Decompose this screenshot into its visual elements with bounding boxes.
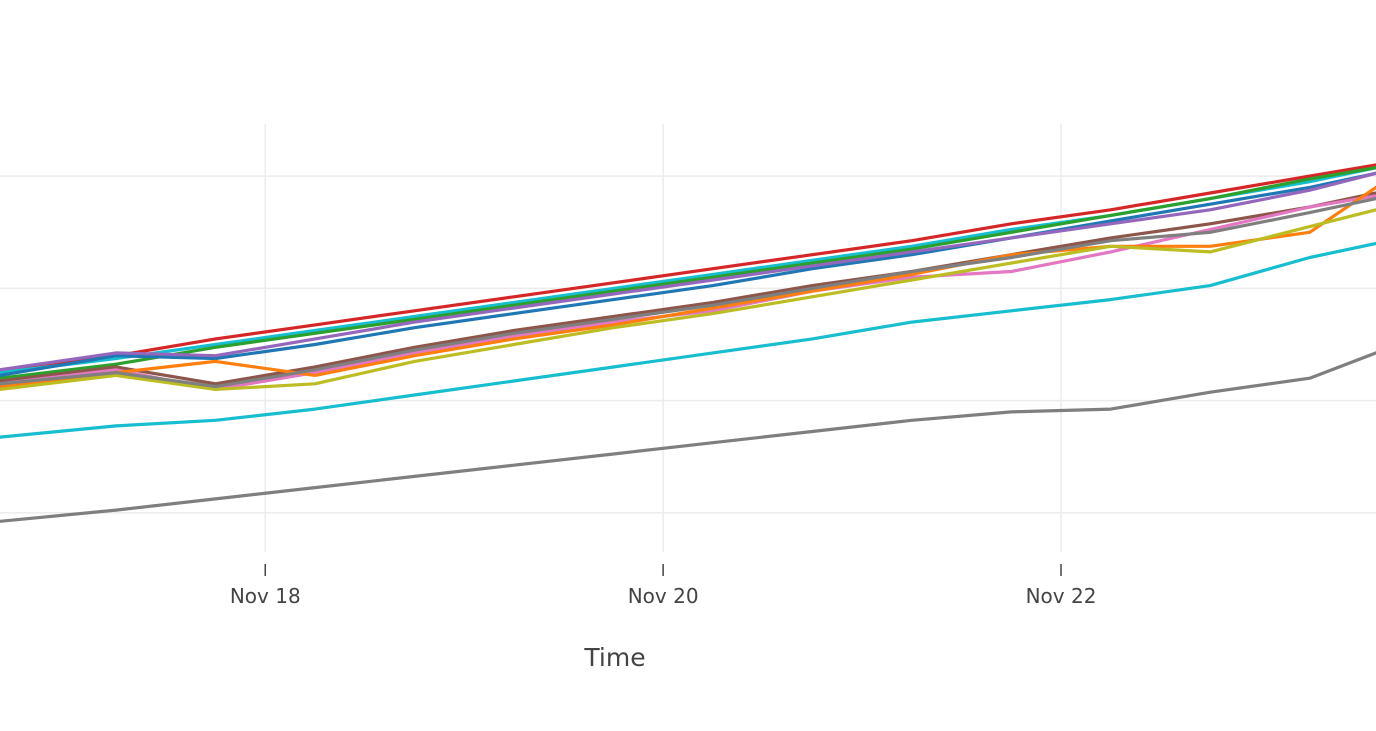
x-axis: Nov 18 Nov 20 Nov 22 xyxy=(230,564,1097,608)
series-line-9 xyxy=(0,197,1376,389)
series-line-7 xyxy=(0,185,1376,389)
x-tick-label-1: Nov 20 xyxy=(628,584,699,608)
x-tick-label-2: Nov 22 xyxy=(1026,584,1097,608)
series-lines xyxy=(0,163,1376,523)
x-tick-label-0: Nov 18 xyxy=(230,584,301,608)
x-axis-title: Time xyxy=(583,643,645,672)
series-line-11 xyxy=(0,351,1376,523)
series-line-10 xyxy=(0,241,1376,439)
series-line-0 xyxy=(0,163,1376,372)
grid-lines xyxy=(0,124,1376,552)
series-line-6 xyxy=(0,194,1376,391)
series-line-5 xyxy=(0,191,1376,386)
series-line-2 xyxy=(0,166,1376,380)
series-line-8 xyxy=(0,208,1376,391)
series-line-3 xyxy=(0,171,1376,377)
series-line-4 xyxy=(0,171,1376,372)
